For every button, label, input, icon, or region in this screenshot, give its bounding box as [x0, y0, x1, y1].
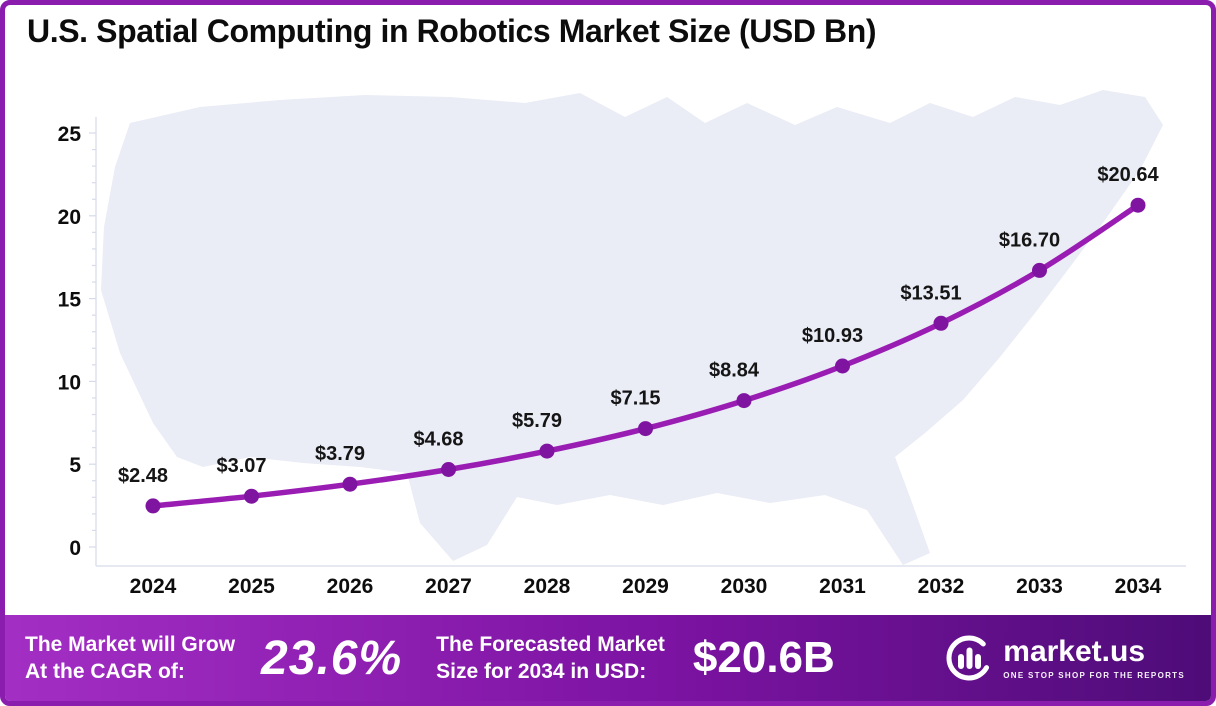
y-axis-label: 0 — [69, 537, 81, 560]
data-label-2033: $16.70 — [999, 229, 1060, 251]
forecast-label-line1: The Forecasted Market — [436, 632, 665, 656]
forecast-label-line2: Size for 2034 in USD: — [436, 660, 647, 683]
x-axis-label-2032: 2032 — [918, 575, 965, 598]
x-axis: 2024 2025 2026 2027 2028 2029 2030 2031 2032 2033… — [130, 575, 1162, 598]
data-label-2032: $13.51 — [900, 282, 961, 304]
y-axis-label: 10 — [58, 371, 81, 394]
data-label-2034: $20.64 — [1097, 164, 1159, 186]
y-axis-label: 5 — [69, 454, 81, 477]
data-point-2031 — [835, 358, 850, 374]
x-axis-label-2034: 2034 — [1115, 575, 1162, 598]
data-point-2029 — [638, 421, 653, 437]
data-label-2031: $10.93 — [802, 325, 863, 347]
y-axis-label: 25 — [58, 123, 82, 146]
data-label-2030: $8.84 — [709, 360, 760, 382]
x-axis-label-2030: 2030 — [721, 575, 768, 598]
brand-tagline: ONE STOP SHOP FOR THE REPORTS — [1003, 670, 1185, 680]
x-axis-label-2029: 2029 — [622, 575, 669, 598]
footer-banner: The Market will Grow At the CAGR of: 23.… — [5, 615, 1211, 701]
market-us-logo-icon — [945, 634, 993, 682]
x-axis-label-2024: 2024 — [130, 575, 177, 598]
x-axis-label-2025: 2025 — [228, 575, 275, 598]
data-label-2029: $7.15 — [610, 388, 660, 410]
data-point-2024 — [145, 498, 161, 514]
us-map-silhouette — [101, 90, 1163, 565]
chart-title: U.S. Spatial Computing in Robotics Marke… — [27, 13, 877, 49]
data-point-2030 — [736, 393, 752, 409]
data-labels-layer: $2.48 $3.07 $3.79 $4.68 $5.79 $7.15 $8.84 $10.9… — [118, 164, 1159, 487]
data-point-2026 — [342, 476, 358, 492]
cagr-label: The Market will Grow At the CAGR of: — [25, 631, 235, 686]
cagr-label-line1: The Market will Grow — [25, 632, 236, 656]
x-axis-label-2031: 2031 — [819, 575, 866, 598]
data-label-2024: $2.48 — [118, 465, 168, 487]
data-point-2034 — [1130, 197, 1146, 213]
x-axis-label-2028: 2028 — [524, 575, 571, 598]
forecast-label: The Forecasted Market Size for 2034 in U… — [436, 631, 665, 686]
data-label-2026: $3.79 — [315, 443, 365, 465]
brand-name: market.us — [1003, 634, 1146, 668]
data-label-2025: $3.07 — [216, 455, 266, 477]
data-point-2025 — [244, 488, 259, 504]
forecast-value: $20.6B — [692, 633, 835, 682]
brand-text: market.us ONE STOP SHOP FOR THE REPORTS — [1003, 634, 1185, 680]
x-axis-label-2026: 2026 — [327, 575, 374, 598]
data-point-2033 — [1032, 262, 1047, 278]
market-us-logo: market.us ONE STOP SHOP FOR THE REPORTS — [945, 634, 1185, 682]
y-axis: 0 5 10 15 20 25 — [58, 117, 1186, 567]
cagr-value: 23.6% — [261, 631, 403, 685]
data-point-2028 — [539, 443, 555, 459]
data-label-2028: $5.79 — [512, 410, 562, 432]
y-axis-label: 20 — [58, 206, 81, 229]
data-points-layer — [145, 197, 1146, 514]
x-axis-label-2027: 2027 — [425, 575, 472, 598]
y-axis-label: 15 — [58, 289, 82, 312]
data-point-2027 — [441, 462, 456, 477]
cagr-label-line2: At the CAGR of: — [25, 660, 185, 683]
data-label-2027: $4.68 — [413, 429, 463, 451]
data-point-2032 — [933, 315, 949, 331]
x-axis-label-2033: 2033 — [1016, 575, 1063, 598]
